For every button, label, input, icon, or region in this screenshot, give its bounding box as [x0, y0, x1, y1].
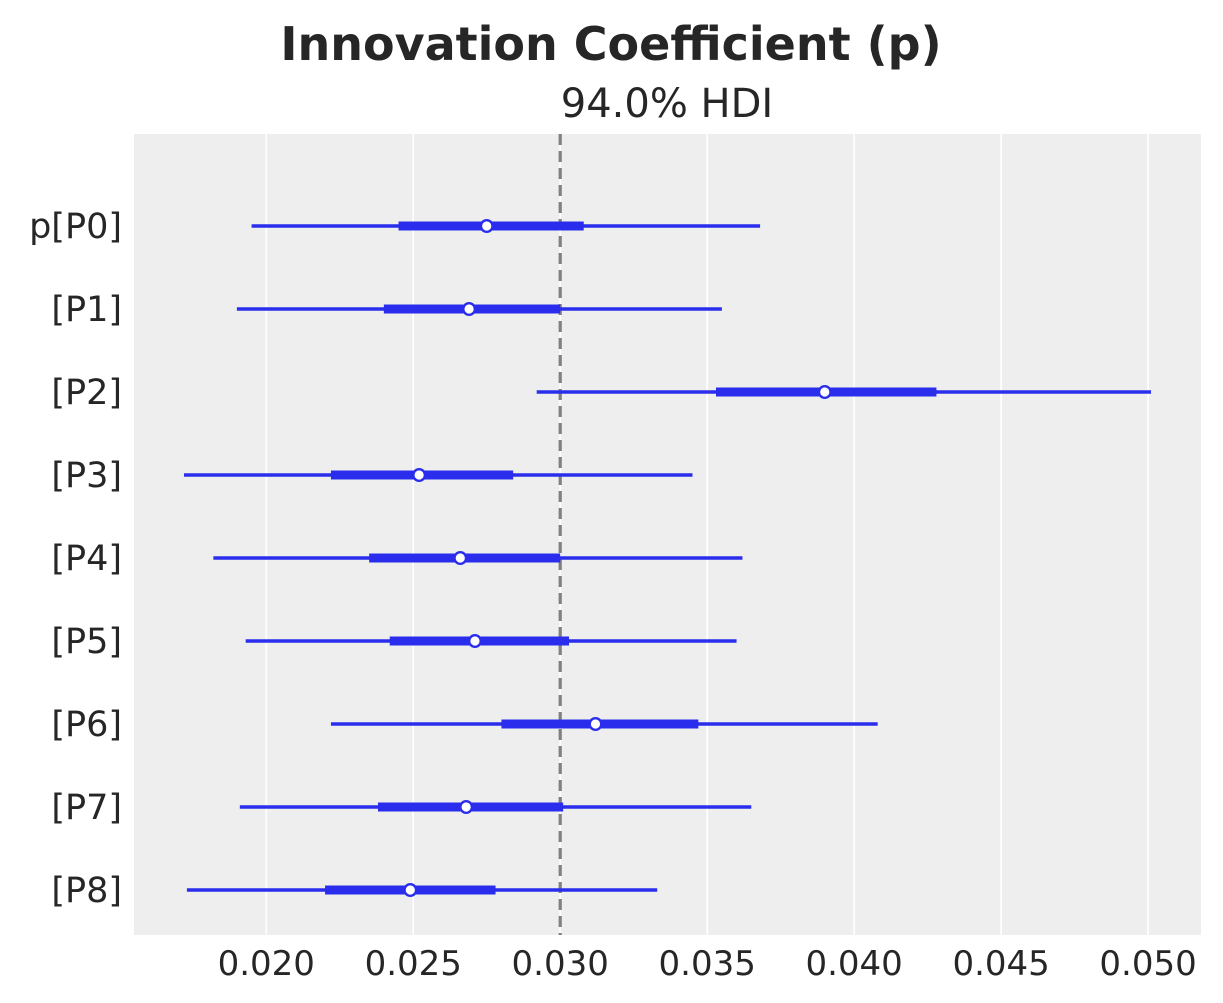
row-label: [P8]	[51, 871, 122, 911]
forest-row	[245, 634, 737, 649]
median-point	[403, 883, 418, 898]
row-label: [P2]	[51, 373, 122, 413]
row-label: [P3]	[51, 456, 122, 496]
row-labels: p[P0] [P1] [P2] [P3] [P4] [P5] [P6] [P7] [P8]	[29, 207, 122, 911]
median-point	[459, 800, 474, 815]
row-label: [P5]	[51, 622, 122, 662]
x-tick-label: 0.045	[952, 944, 1049, 984]
median-point	[453, 551, 468, 566]
forest-row	[251, 218, 761, 233]
x-tick-label: 0.035	[659, 944, 756, 984]
row-label: [P6]	[51, 705, 122, 745]
forest-row	[239, 800, 752, 815]
median-point	[412, 468, 427, 483]
forest-row	[330, 717, 878, 732]
x-tick-label: 0.030	[512, 944, 609, 984]
plot-area	[134, 134, 1201, 935]
chart-subtitle: 94.0% HDI	[561, 81, 773, 127]
row-label: [P4]	[51, 539, 122, 579]
median-point	[588, 717, 603, 732]
row-label: p[P0]	[29, 207, 122, 247]
median-point	[467, 634, 482, 649]
x-axis-ticks: 0.020 0.025 0.030 0.035 0.040 0.045 0.050	[218, 944, 1197, 984]
x-tick-label: 0.025	[365, 944, 462, 984]
x-tick-label: 0.020	[218, 944, 315, 984]
row-label: [P1]	[51, 290, 122, 330]
forest-row	[186, 883, 658, 898]
median-point	[817, 385, 832, 400]
forest-row	[236, 302, 722, 317]
chart-title: Innovation Coefficient (p)	[280, 17, 941, 71]
forest-rows	[183, 218, 1152, 898]
row-label: [P7]	[51, 788, 122, 828]
x-tick-label: 0.040	[805, 944, 902, 984]
median-point	[462, 302, 477, 317]
x-tick-label: 0.050	[1099, 944, 1196, 984]
median-point	[479, 218, 494, 233]
forest-row	[213, 551, 743, 566]
forest-row	[183, 468, 693, 483]
forest-row	[536, 385, 1152, 400]
